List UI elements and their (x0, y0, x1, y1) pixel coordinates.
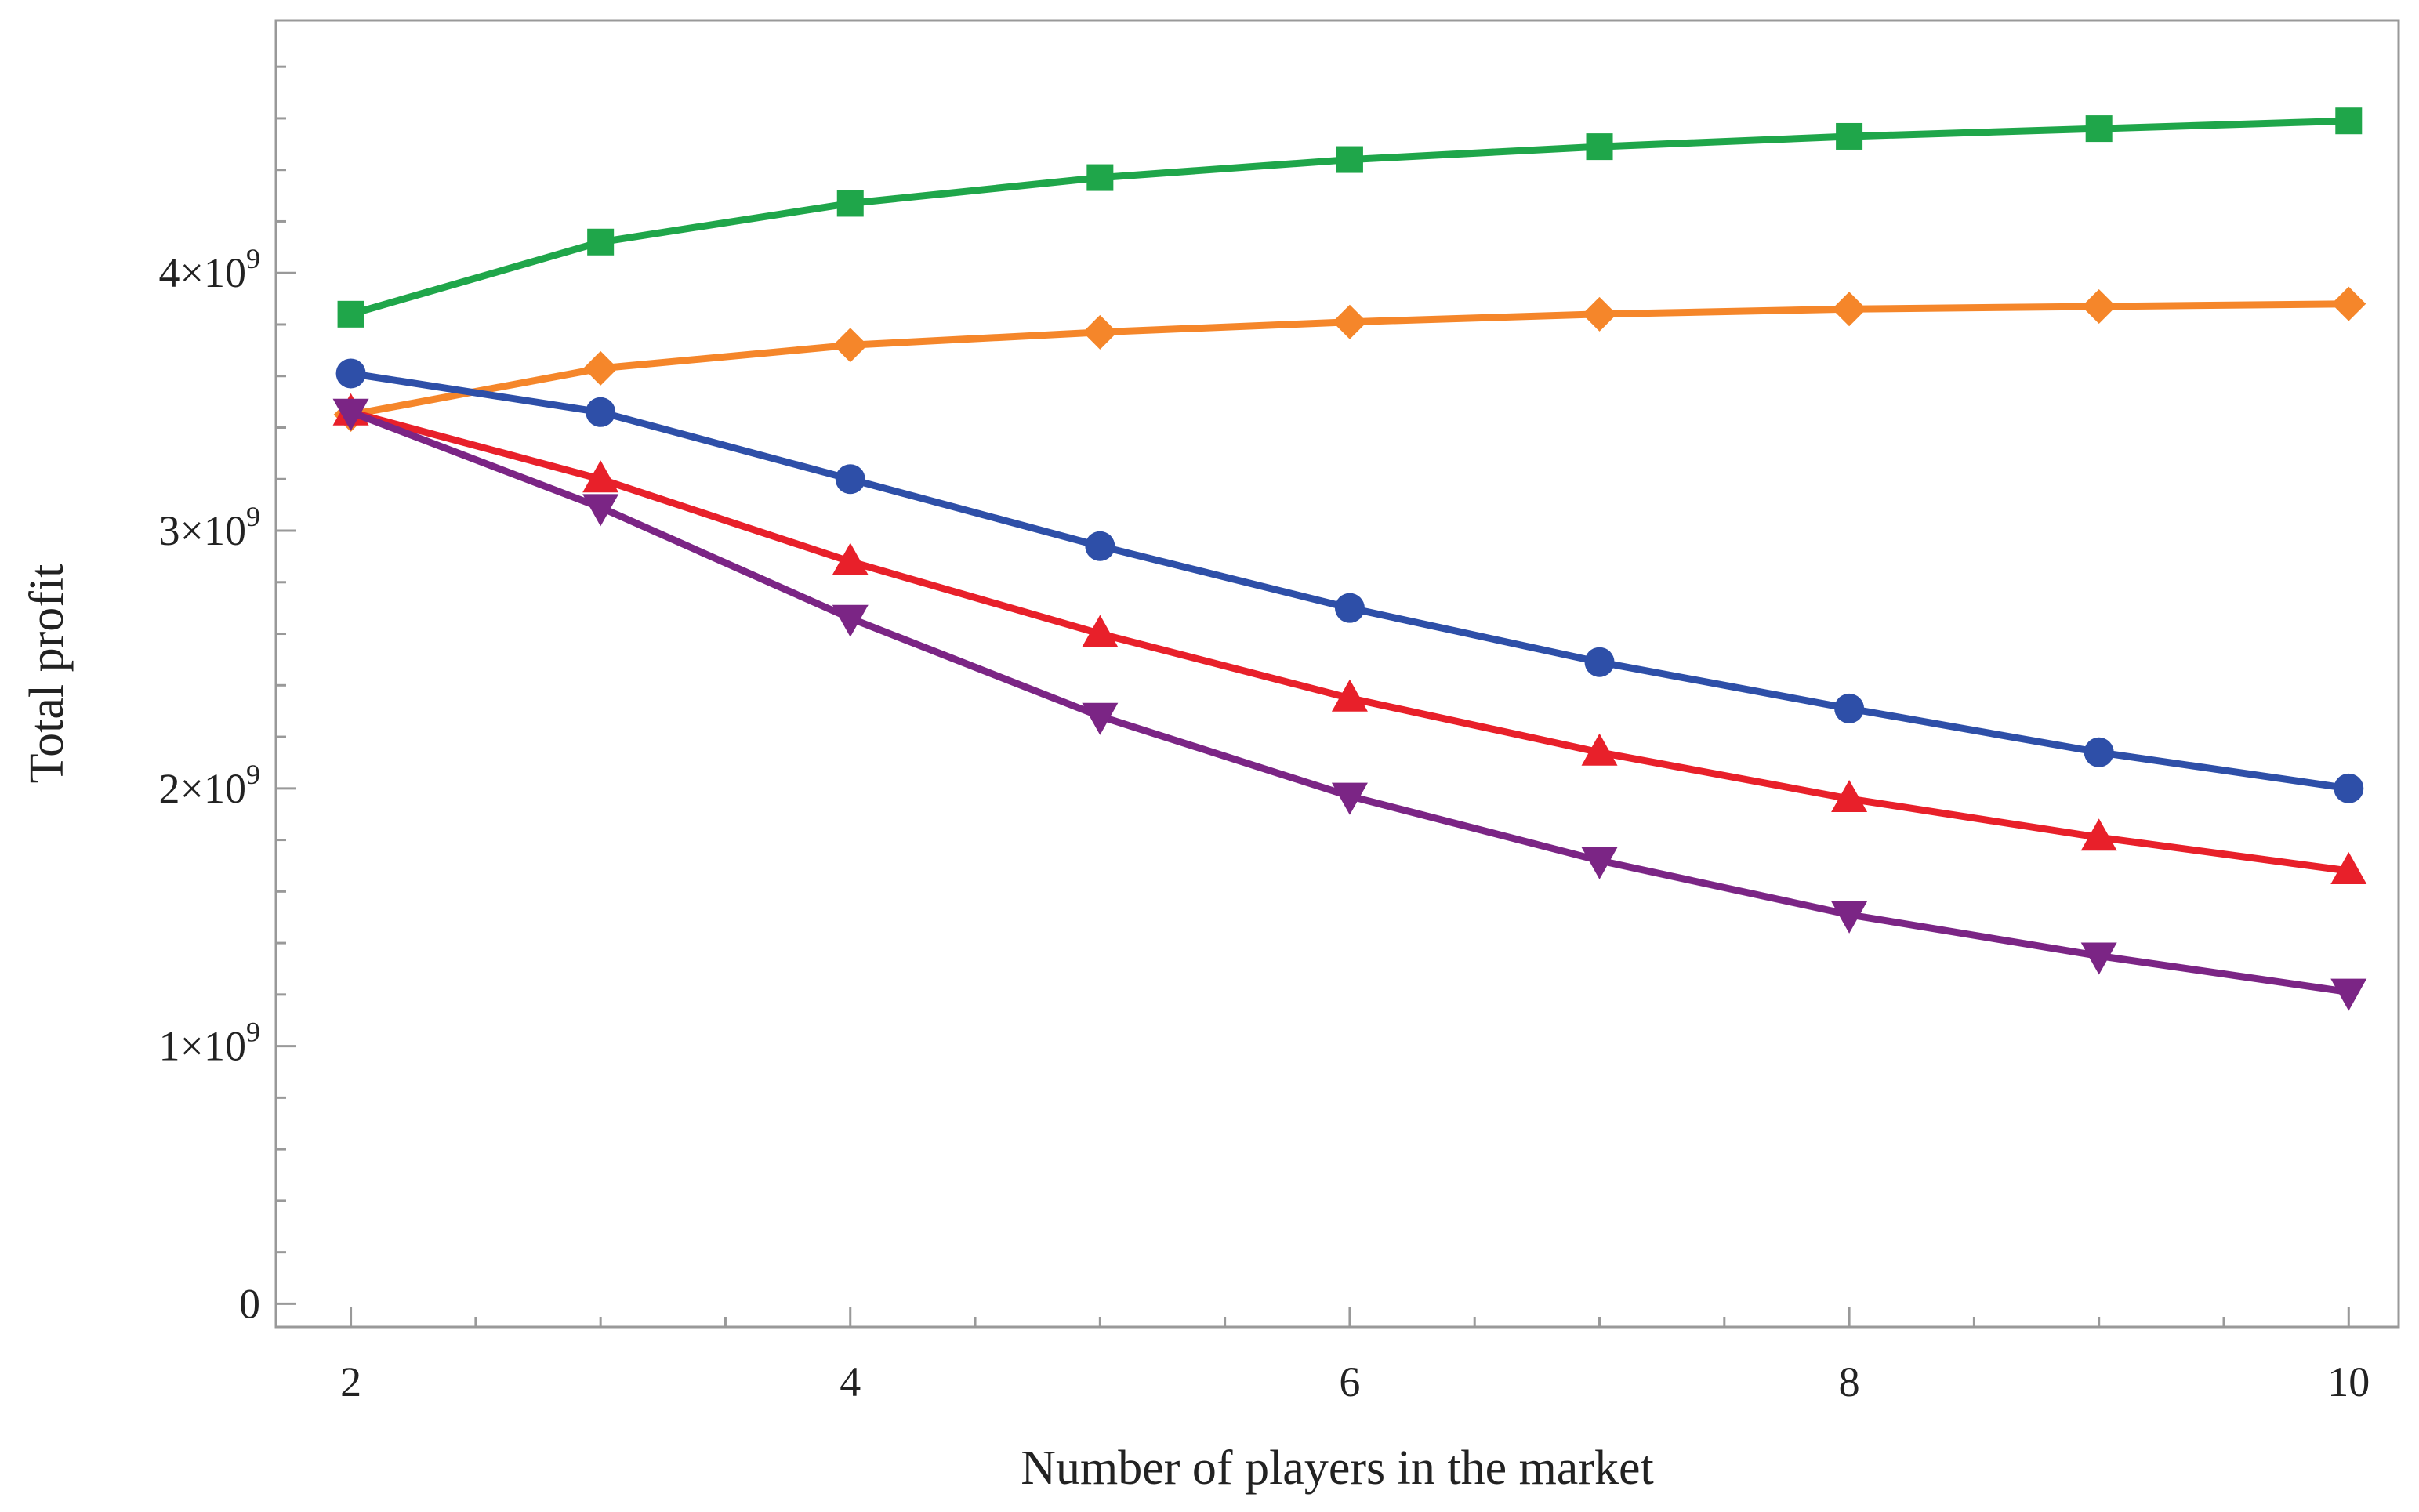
data-point-triangle-up (2080, 818, 2117, 851)
data-point-triangle-down (332, 398, 369, 431)
data-point-triangle-down (1082, 702, 1119, 735)
data-point-square (1836, 122, 1863, 150)
y-tick-exponent: 9 (246, 759, 260, 790)
data-point-triangle-up (582, 460, 619, 493)
data-point-diamond (583, 350, 618, 386)
data-point-diamond (1332, 304, 1367, 339)
y-tick-label: 0 (239, 1280, 260, 1327)
data-point-diamond (1083, 314, 1118, 350)
data-point-circle (335, 358, 366, 389)
data-point-triangle-up (1082, 615, 1119, 647)
data-point-circle (586, 397, 616, 427)
data-point-triangle-down (2080, 942, 2117, 975)
series-3 (335, 358, 2364, 803)
y-tick-mantissa: 4×10 (159, 249, 246, 296)
data-point-square (337, 300, 364, 328)
y-tick-exponent: 9 (246, 501, 260, 532)
x-tick-label: 10 (2327, 1358, 2370, 1405)
data-point-square (2335, 107, 2363, 135)
y-tick-mantissa: 2×10 (159, 765, 246, 812)
data-point-circle (1834, 693, 1865, 723)
data-point-square (2085, 115, 2113, 143)
x-tick-label: 2 (340, 1358, 361, 1405)
data-point-triangle-up (1331, 679, 1368, 712)
data-point-triangle-down (1331, 782, 1368, 815)
plot-frame (274, 19, 2400, 1329)
data-point-square (1086, 164, 1114, 191)
data-point-circle (2084, 737, 2114, 767)
data-point-diamond (2331, 286, 2366, 321)
y-tick-mantissa: 0 (239, 1280, 260, 1327)
y-tick-exponent: 9 (246, 243, 260, 274)
data-point-square (1586, 133, 1613, 161)
series-2 (333, 286, 2366, 433)
data-point-triangle-down (582, 494, 619, 527)
series-1 (337, 107, 2363, 328)
data-point-diamond (2081, 288, 2116, 324)
data-point-triangle-up (2330, 852, 2367, 885)
data-point-triangle-down (1581, 847, 1618, 879)
x-tick-label: 4 (840, 1358, 861, 1405)
x-tick-label: 6 (1339, 1358, 1360, 1405)
series-5 (332, 398, 2367, 1011)
x-axis-label: Number of players in the market (1021, 1441, 1653, 1495)
data-point-triangle-down (1831, 901, 1868, 934)
y-tick-mantissa: 1×10 (159, 1023, 246, 1070)
y-tick-label: 2×109 (159, 759, 260, 812)
data-point-circle (835, 464, 865, 495)
series-group (332, 107, 2367, 1011)
data-point-circle (2334, 773, 2364, 803)
data-point-diamond (1832, 292, 1867, 327)
y-tick-exponent: 9 (246, 1017, 260, 1048)
y-axis-label: Total profit (20, 564, 74, 784)
data-point-circle (1334, 593, 1365, 623)
data-point-triangle-down (832, 604, 869, 637)
data-point-triangle-down (2330, 978, 2367, 1011)
y-tick-label: 1×109 (159, 1017, 260, 1070)
series-line (350, 370, 2349, 792)
data-point-diamond (1582, 296, 1617, 332)
data-point-diamond (832, 328, 868, 363)
data-point-triangle-up (832, 542, 869, 575)
data-point-square (587, 228, 615, 256)
data-point-circle (1584, 647, 1615, 677)
data-point-square (1336, 146, 1363, 173)
data-point-triangle-up (1831, 779, 1868, 812)
x-tick-label: 8 (1839, 1358, 1860, 1405)
y-tick-label: 3×109 (159, 501, 260, 554)
data-point-square (836, 190, 864, 217)
data-point-triangle-up (1581, 733, 1618, 766)
y-tick-label: 4×109 (159, 243, 260, 296)
data-point-circle (1085, 531, 1115, 561)
y-tick-mantissa: 3×10 (159, 507, 246, 554)
